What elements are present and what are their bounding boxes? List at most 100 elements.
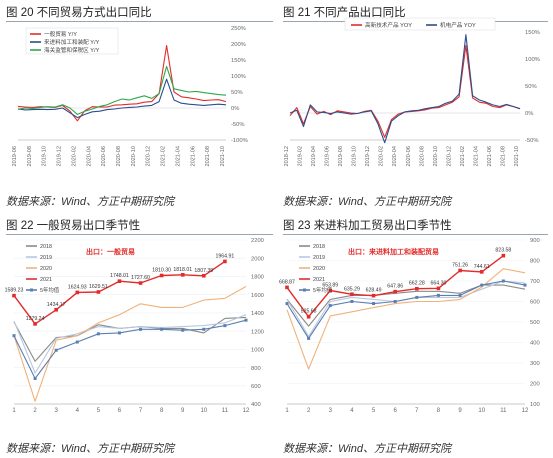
x-tick-label: 2018-12 — [284, 146, 290, 167]
x-tick-label: 2020-10 — [433, 146, 439, 167]
x-tick-label: 2021-06 — [190, 146, 196, 167]
x-tick-label: 2020-04 — [392, 146, 398, 167]
data-point — [117, 331, 121, 335]
legend-box — [25, 27, 119, 55]
legend-marker — [30, 288, 33, 292]
legend-label: 2018 — [313, 244, 325, 250]
data-point — [181, 328, 185, 332]
caption-rule — [283, 234, 548, 235]
x-tick-label: 6 — [394, 408, 398, 414]
x-tick-label: 2020-10 — [131, 146, 137, 167]
data-point — [307, 336, 311, 340]
data-label: 1624.93 — [68, 284, 87, 290]
y-tick-label: 150% — [525, 30, 540, 36]
x-tick-label: 6 — [118, 408, 122, 414]
y-tick-label: -50% — [525, 138, 539, 144]
data-point — [180, 273, 185, 277]
x-tick-label: 2021-08 — [500, 146, 506, 167]
x-tick-label: 2020-12 — [446, 146, 452, 167]
y-tick-label: 300 — [530, 361, 540, 367]
data-label: 664.30 — [431, 280, 447, 286]
y-tick-label: 900 — [530, 238, 540, 244]
data-label: 1727.60 — [131, 275, 150, 281]
x-tick-label: 8 — [160, 408, 164, 414]
data-label: 744.61 — [474, 264, 490, 270]
data-point — [328, 304, 332, 308]
data-point — [223, 324, 227, 328]
data-point — [159, 273, 164, 278]
data-label: 662.28 — [409, 281, 425, 287]
legend-label: 机电产品 YOY — [440, 21, 476, 29]
y-tick-label: 50% — [525, 84, 537, 90]
data-point — [138, 281, 143, 285]
x-tick-label: 2021-04 — [473, 146, 479, 167]
x-tick-label: 4 — [350, 408, 354, 414]
legend-label: 2021 — [40, 277, 52, 283]
y-tick-label: 100% — [231, 74, 246, 80]
data-point — [350, 300, 354, 303]
x-tick-label: 2021-10 — [514, 146, 520, 167]
series-line-2 — [17, 65, 227, 115]
data-point — [436, 286, 441, 291]
x-tick-label: 2 — [33, 408, 37, 414]
figure-21-source: 数据来源：Wind、方正中期研究院 — [283, 196, 451, 208]
legend-label: 5年均值 — [313, 286, 333, 294]
x-tick-label: 8 — [437, 408, 441, 414]
data-label: 1434.17 — [47, 302, 66, 308]
legend-label: 来进料加工和装配 Y/Y — [44, 38, 100, 46]
x-tick-label: 9 — [181, 408, 185, 414]
data-point — [501, 279, 505, 283]
x-tick-label: 2021-02 — [460, 146, 466, 167]
figure-23-caption: 图 23 来进料加工贸易出口季节性 — [283, 220, 452, 232]
figure-22-source: 数据来源：Wind、方正中期研究院 — [6, 443, 174, 455]
data-point — [285, 302, 289, 306]
data-point — [372, 302, 376, 306]
x-tick-label: 2019-12 — [365, 146, 371, 167]
series-line-1 — [13, 314, 247, 374]
y-tick-label: 0% — [525, 111, 533, 117]
data-label: 751.26 — [452, 262, 468, 268]
data-label: 1589.23 — [5, 288, 24, 294]
figure-21-caption: 图 21 不同产品出口同比 — [283, 7, 406, 19]
legend-label: 2021 — [313, 277, 325, 283]
data-label: 668.87 — [279, 279, 295, 285]
y-tick-label: 2000 — [251, 256, 264, 262]
legend-label: 海关监管和保税区 Y/Y — [44, 46, 100, 54]
data-point — [160, 327, 164, 331]
data-label: 1748.01 — [110, 273, 129, 279]
data-point — [480, 283, 484, 287]
series-line-4 — [286, 280, 526, 339]
legend-label: 2020 — [313, 266, 325, 272]
legend-label: 2018 — [40, 244, 52, 250]
data-point — [117, 279, 122, 283]
x-tick-label: 2020-08 — [116, 146, 122, 167]
data-point — [393, 300, 397, 303]
x-tick-label: 2020-02 — [379, 146, 385, 167]
data-point — [393, 289, 397, 294]
y-tick-label: 500 — [530, 320, 540, 326]
x-tick-label: 3 — [55, 408, 59, 414]
legend-label: 5年均值 — [40, 286, 60, 294]
x-tick-label: 2020-12 — [146, 146, 152, 167]
chart-annotation: 出口：来进料加工和装配贸易 — [348, 247, 439, 256]
x-tick-label: 2021-08 — [205, 146, 211, 167]
figure-23-source: 数据来源：Wind、方正中期研究院 — [283, 443, 451, 455]
x-tick-label: 11 — [222, 408, 229, 414]
x-tick-label: 4 — [76, 408, 80, 414]
data-point — [285, 285, 289, 290]
x-tick-label: 2019-06 — [325, 146, 331, 167]
figure-20-source: 数据来源：Wind、方正中期研究院 — [6, 196, 174, 208]
data-point — [501, 253, 506, 258]
y-tick-label: 800 — [530, 259, 540, 265]
x-tick-label: 2021-10 — [220, 146, 226, 167]
x-tick-label: 2019-04 — [311, 146, 317, 167]
series-line-1 — [17, 78, 227, 119]
data-point — [12, 293, 16, 298]
data-point — [139, 327, 143, 331]
data-point — [479, 270, 484, 274]
x-tick-label: 5 — [97, 408, 101, 414]
data-point — [75, 290, 80, 295]
y-tick-label: -50% — [231, 122, 245, 128]
x-tick-label: 7 — [139, 408, 143, 414]
